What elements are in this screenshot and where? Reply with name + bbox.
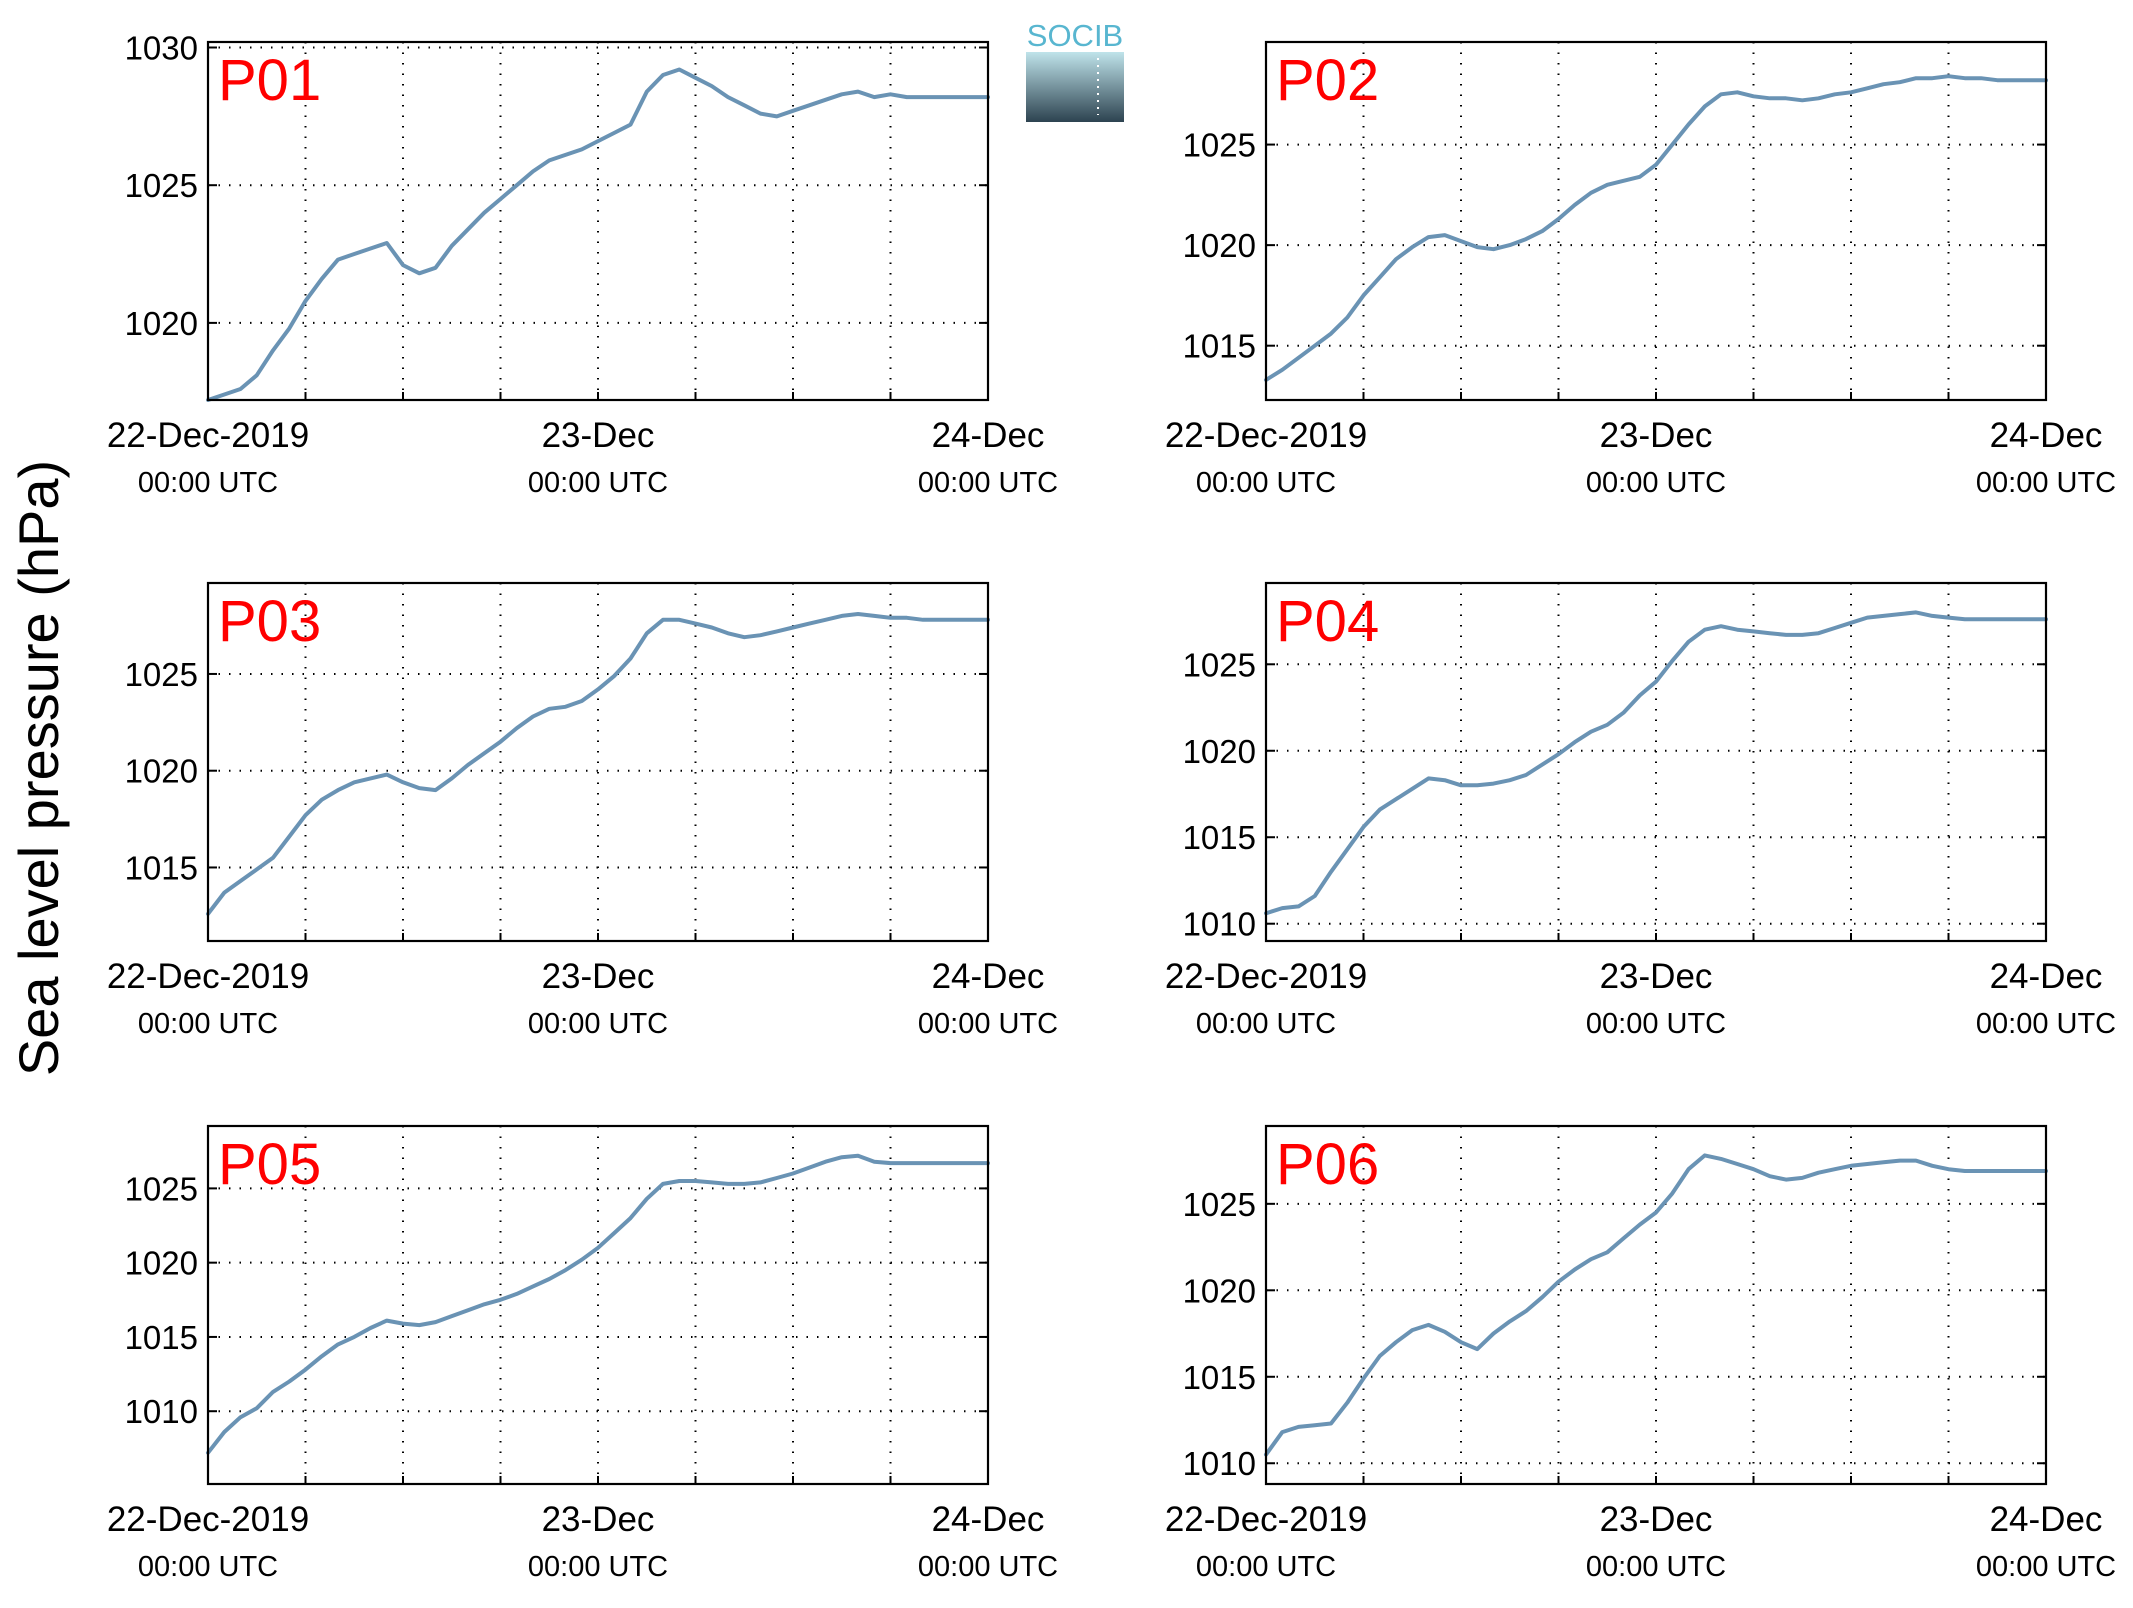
panels-container: 1020 1025 1030 22-Dec-2019 00:00 UTC 23-Dec 00… <box>107 30 2116 1583</box>
y-tick-label: 1015 <box>125 849 198 886</box>
y-tick-label: 1025 <box>1183 1186 1256 1223</box>
panel-p04: 1010 1015 1020 1025 22-Dec-2019 00:00 UTC 23-D… <box>1165 581 2116 1040</box>
x-tick-date-label: 22-Dec-2019 <box>1165 957 1367 996</box>
x-tick-time-label: 00:00 UTC <box>138 467 278 499</box>
y-tick-label: 1010 <box>1183 906 1256 943</box>
logo-text: SOCIB <box>1027 18 1123 53</box>
x-tick-date-label: 24-Dec <box>1990 416 2103 455</box>
y-tick-label: 1025 <box>125 167 198 204</box>
panel-p06: 1010 1015 1020 1025 22-Dec-2019 00:00 UTC 23-D… <box>1165 1124 2116 1583</box>
x-tick-time-label: 00:00 UTC <box>528 1551 668 1583</box>
x-tick-time-label: 00:00 UTC <box>1196 1008 1336 1040</box>
y-tick-label: 1030 <box>125 30 198 67</box>
series-line-p04 <box>1264 610 2048 916</box>
y-tick-label: 1015 <box>1183 819 1256 856</box>
socib-logo: SOCIB <box>1026 18 1124 122</box>
x-tick-time-label: 00:00 UTC <box>1976 467 2116 499</box>
y-tick-label: 1025 <box>125 1170 198 1207</box>
y-tick-label: 1015 <box>1183 328 1256 365</box>
series-line-p05 <box>206 1153 990 1455</box>
x-tick-date-label: 22-Dec-2019 <box>107 957 309 996</box>
x-tick-date-label: 24-Dec <box>932 957 1045 996</box>
panel-p02: 1015 1020 1025 22-Dec-2019 00:00 UTC 23-Dec 00… <box>1165 40 2116 499</box>
x-tick-time-label: 00:00 UTC <box>918 1008 1058 1040</box>
x-tick-time-label: 00:00 UTC <box>1976 1008 2116 1040</box>
plot-frame <box>206 581 990 943</box>
series-line-p02 <box>1264 74 2048 382</box>
plot-frame <box>206 1124 990 1486</box>
y-tick-label: 1015 <box>1183 1359 1256 1396</box>
y-tick-label: 1020 <box>125 1245 198 1282</box>
x-tick-time-label: 00:00 UTC <box>528 1008 668 1040</box>
x-tick-time-label: 00:00 UTC <box>138 1551 278 1583</box>
y-tick-label: 1015 <box>125 1319 198 1356</box>
x-tick-date-label: 23-Dec <box>542 416 655 455</box>
panel-title: P03 <box>218 589 321 654</box>
y-tick-label: 1020 <box>125 305 198 342</box>
x-tick-time-label: 00:00 UTC <box>1196 1551 1336 1583</box>
x-tick-date-label: 22-Dec-2019 <box>107 1500 309 1539</box>
series-line-p03 <box>206 612 990 916</box>
x-tick-date-label: 23-Dec <box>542 957 655 996</box>
x-tick-date-label: 24-Dec <box>1990 1500 2103 1539</box>
y-tick-label: 1010 <box>1183 1445 1256 1482</box>
x-tick-time-label: 00:00 UTC <box>1196 467 1336 499</box>
logo-block <box>1026 52 1124 122</box>
plot-frame <box>1264 581 2048 943</box>
panel-p05: 1010 1015 1020 1025 22-Dec-2019 00:00 UTC 23-D… <box>107 1124 1058 1583</box>
panel-p03: 1015 1020 1025 22-Dec-2019 00:00 UTC 23-Dec 00… <box>107 581 1058 1040</box>
x-tick-date-label: 24-Dec <box>932 416 1045 455</box>
y-axis-label: Sea level pressure (hPa) <box>7 460 70 1076</box>
series-line-p06 <box>1264 1153 2048 1457</box>
panel-title: P01 <box>218 48 321 113</box>
x-tick-date-label: 24-Dec <box>932 1500 1045 1539</box>
x-tick-time-label: 00:00 UTC <box>1586 1008 1726 1040</box>
x-tick-date-label: 22-Dec-2019 <box>1165 1500 1367 1539</box>
y-tick-label: 1020 <box>1183 1272 1256 1309</box>
x-tick-time-label: 00:00 UTC <box>1586 467 1726 499</box>
x-tick-time-label: 00:00 UTC <box>528 467 668 499</box>
x-tick-date-label: 22-Dec-2019 <box>1165 416 1367 455</box>
y-tick-label: 1020 <box>1183 227 1256 264</box>
plot-frame <box>206 40 990 402</box>
x-tick-time-label: 00:00 UTC <box>138 1008 278 1040</box>
x-tick-date-label: 24-Dec <box>1990 957 2103 996</box>
x-tick-date-label: 23-Dec <box>542 1500 655 1539</box>
x-tick-date-label: 23-Dec <box>1600 416 1713 455</box>
plot-frame <box>1264 1124 2048 1486</box>
x-tick-date-label: 23-Dec <box>1600 957 1713 996</box>
panel-title: P04 <box>1276 589 1379 654</box>
panel-title: P02 <box>1276 48 1379 113</box>
x-tick-time-label: 00:00 UTC <box>1586 1551 1726 1583</box>
y-tick-label: 1020 <box>125 753 198 790</box>
x-tick-time-label: 00:00 UTC <box>1976 1551 2116 1583</box>
panel-title: P06 <box>1276 1132 1379 1197</box>
y-tick-label: 1010 <box>125 1393 198 1430</box>
x-tick-date-label: 22-Dec-2019 <box>107 416 309 455</box>
x-tick-time-label: 00:00 UTC <box>918 1551 1058 1583</box>
panel-p01: 1020 1025 1030 22-Dec-2019 00:00 UTC 23-Dec 00… <box>107 30 1058 499</box>
y-tick-label: 1025 <box>125 656 198 693</box>
x-tick-date-label: 23-Dec <box>1600 1500 1713 1539</box>
x-tick-time-label: 00:00 UTC <box>918 467 1058 499</box>
plot-frame <box>1264 40 2048 402</box>
series-line-p01 <box>206 67 990 402</box>
panel-title: P05 <box>218 1132 321 1197</box>
y-tick-label: 1020 <box>1183 733 1256 770</box>
y-tick-label: 1025 <box>1183 646 1256 683</box>
y-tick-label: 1025 <box>1183 127 1256 164</box>
